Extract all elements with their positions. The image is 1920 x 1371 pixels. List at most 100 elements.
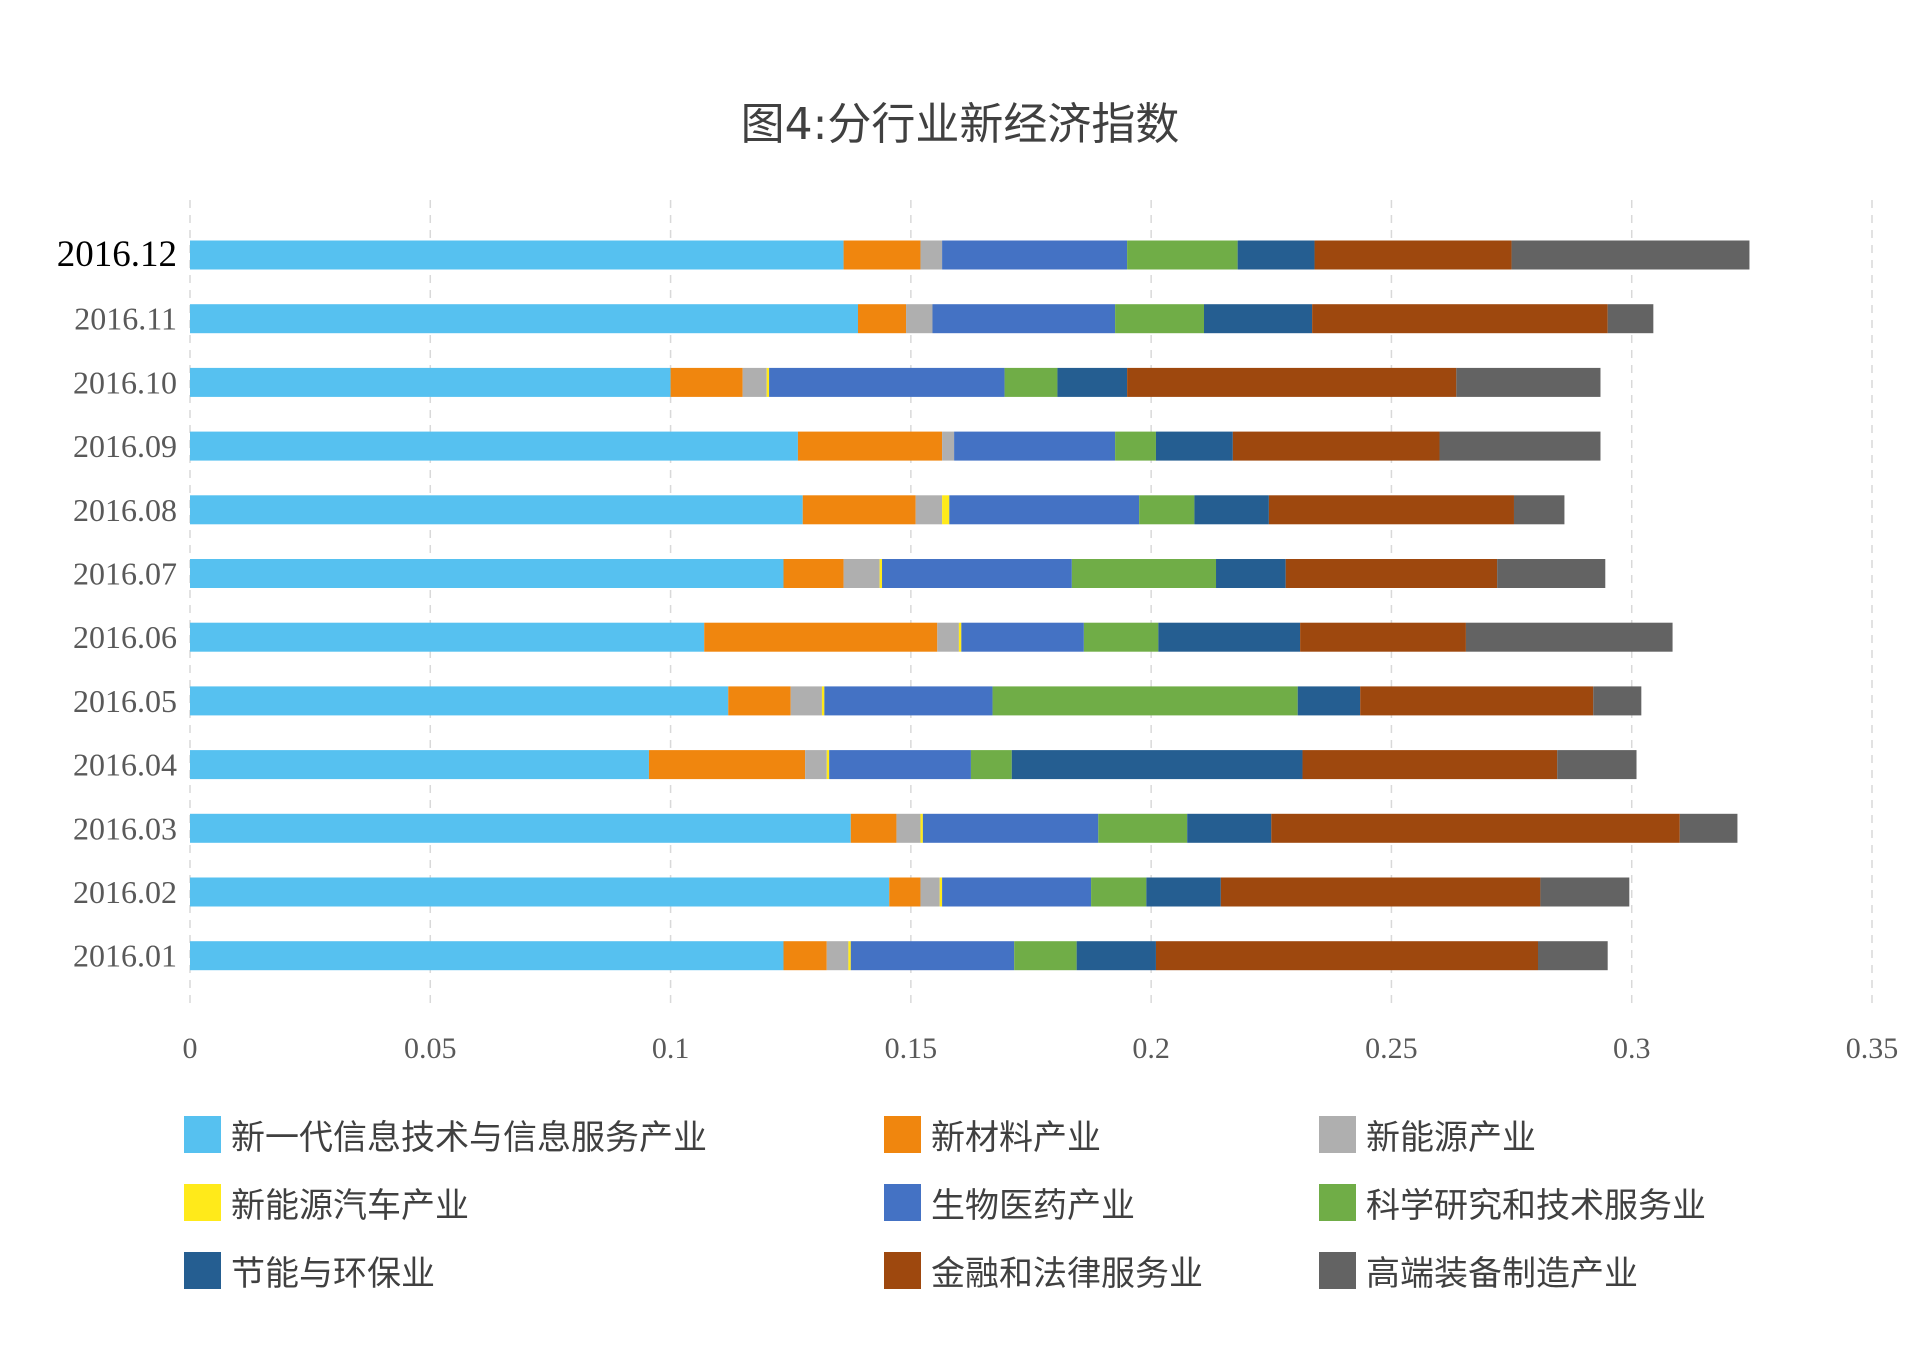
bar-segment [190,877,890,907]
bar-segment [1011,750,1303,780]
bar-segment [826,750,830,780]
legend-item: 新一代信息技术与信息服务产业 [184,1110,707,1159]
category-label: 2016.02 [73,874,177,910]
bar-segment [797,431,943,461]
bar-segment [1268,495,1514,525]
bar-segment [1194,495,1269,525]
bar-segment [1360,686,1594,716]
x-axis-tick-labels: 0 0.05 0.1 0.15 0.2 0.25 0.3 0.35 [183,1032,1899,1065]
bar-segment [704,622,938,652]
bar-segment [942,877,1092,907]
bar-row [190,431,1601,461]
legend-item: 节能与环保业 [184,1246,435,1295]
bar-segment [992,686,1298,716]
bar-segment [805,750,827,780]
bar-segment [190,686,729,716]
bar-row [190,367,1601,397]
bar-segment [1439,431,1601,461]
legend-swatch [1319,1184,1356,1221]
bar-segment [920,813,923,843]
bar-segment [1538,941,1608,971]
bar-row [190,559,1606,588]
bar-segment [1115,431,1156,461]
bar-segment [1098,813,1188,843]
bar-segment [932,304,1116,334]
bar-segment [1216,559,1286,588]
bar-segment [843,559,880,588]
bar-segment [1155,431,1233,461]
bar-segment [1004,367,1058,397]
bar-segment [850,813,897,843]
legend-swatch [884,1116,921,1153]
bar-segment [1237,240,1315,270]
bar-segment [190,240,844,270]
bar-segment [1540,877,1630,907]
bar-segment [1155,941,1539,971]
x-tick-label: 0.2 [1132,1032,1170,1065]
bar-segment [1204,304,1313,334]
legend-swatch [184,1116,221,1153]
bar-segment [920,240,943,270]
chart-title: 图4:分行业新经济指数 [740,99,1180,150]
x-tick-label: 0.05 [404,1032,457,1065]
bar-segment [1220,877,1541,907]
bar-segment [954,431,1116,461]
legend-label: 新一代信息技术与信息服务产业 [231,1118,707,1158]
legend-item: 新材料产业 [884,1110,1101,1159]
legend-item: 科学研究和技术服务业 [1319,1178,1706,1227]
bar-segment [1127,367,1457,397]
bar-segment [790,686,822,716]
bar-segment [1312,304,1608,334]
bar-segment [889,877,921,907]
category-label: 2016.11 [74,301,177,337]
bar-segment [821,686,825,716]
bar-row [190,686,1642,716]
bar-segment [1511,240,1750,270]
bar-segment [1300,622,1466,652]
bar-segment [1465,622,1673,652]
bar-segment [769,367,1005,397]
bar-segment [857,304,907,334]
bar-segment [1607,304,1654,334]
bar-segment [942,431,955,461]
legend-label: 高端装备制造产业 [1366,1254,1638,1294]
category-labels: 2016.12 2016.11 2016.10 2016.09 2016.08 2016.… [57,234,177,974]
category-label: 2016.06 [73,619,177,655]
bar-segment [826,941,849,971]
bar-row [190,877,1630,907]
bar-segment [848,941,851,971]
bar-segment [1271,813,1680,843]
bar-segment [970,750,1012,780]
legend-label: 节能与环保业 [231,1254,435,1294]
legend-swatch [884,1252,921,1289]
category-label: 2016.09 [73,428,177,464]
bar-segment [915,495,943,525]
bar-segment [1127,240,1238,270]
legend-label: 新能源汽车产业 [231,1186,469,1226]
bar-segment [190,304,858,334]
bar-segment [1302,750,1558,780]
category-label: 2016.05 [73,683,177,719]
bar-segment [190,559,784,588]
x-tick-label: 0.35 [1846,1032,1899,1065]
bar-segment [1679,813,1738,843]
category-label: 2016.07 [73,556,177,592]
bar-segment [922,813,1099,843]
bar-segment [1014,941,1077,971]
legend-label: 金融和法律服务业 [931,1254,1203,1294]
legend-item: 新能源产业 [1319,1110,1536,1159]
bar-segment [843,240,921,270]
bar-segment [937,622,959,652]
legend-item: 金融和法律服务业 [884,1246,1203,1295]
bar-segment [190,431,798,461]
bar-segment [190,622,705,652]
legend-swatch [184,1252,221,1289]
bar-segment [939,877,943,907]
bar-segment [906,304,933,334]
bar-segment [1139,495,1195,525]
legend-swatch [1319,1116,1356,1153]
bar-segment [949,495,1140,525]
bar-segment [1314,240,1512,270]
bar-segment [1071,559,1217,588]
bar-segment [1083,622,1159,652]
